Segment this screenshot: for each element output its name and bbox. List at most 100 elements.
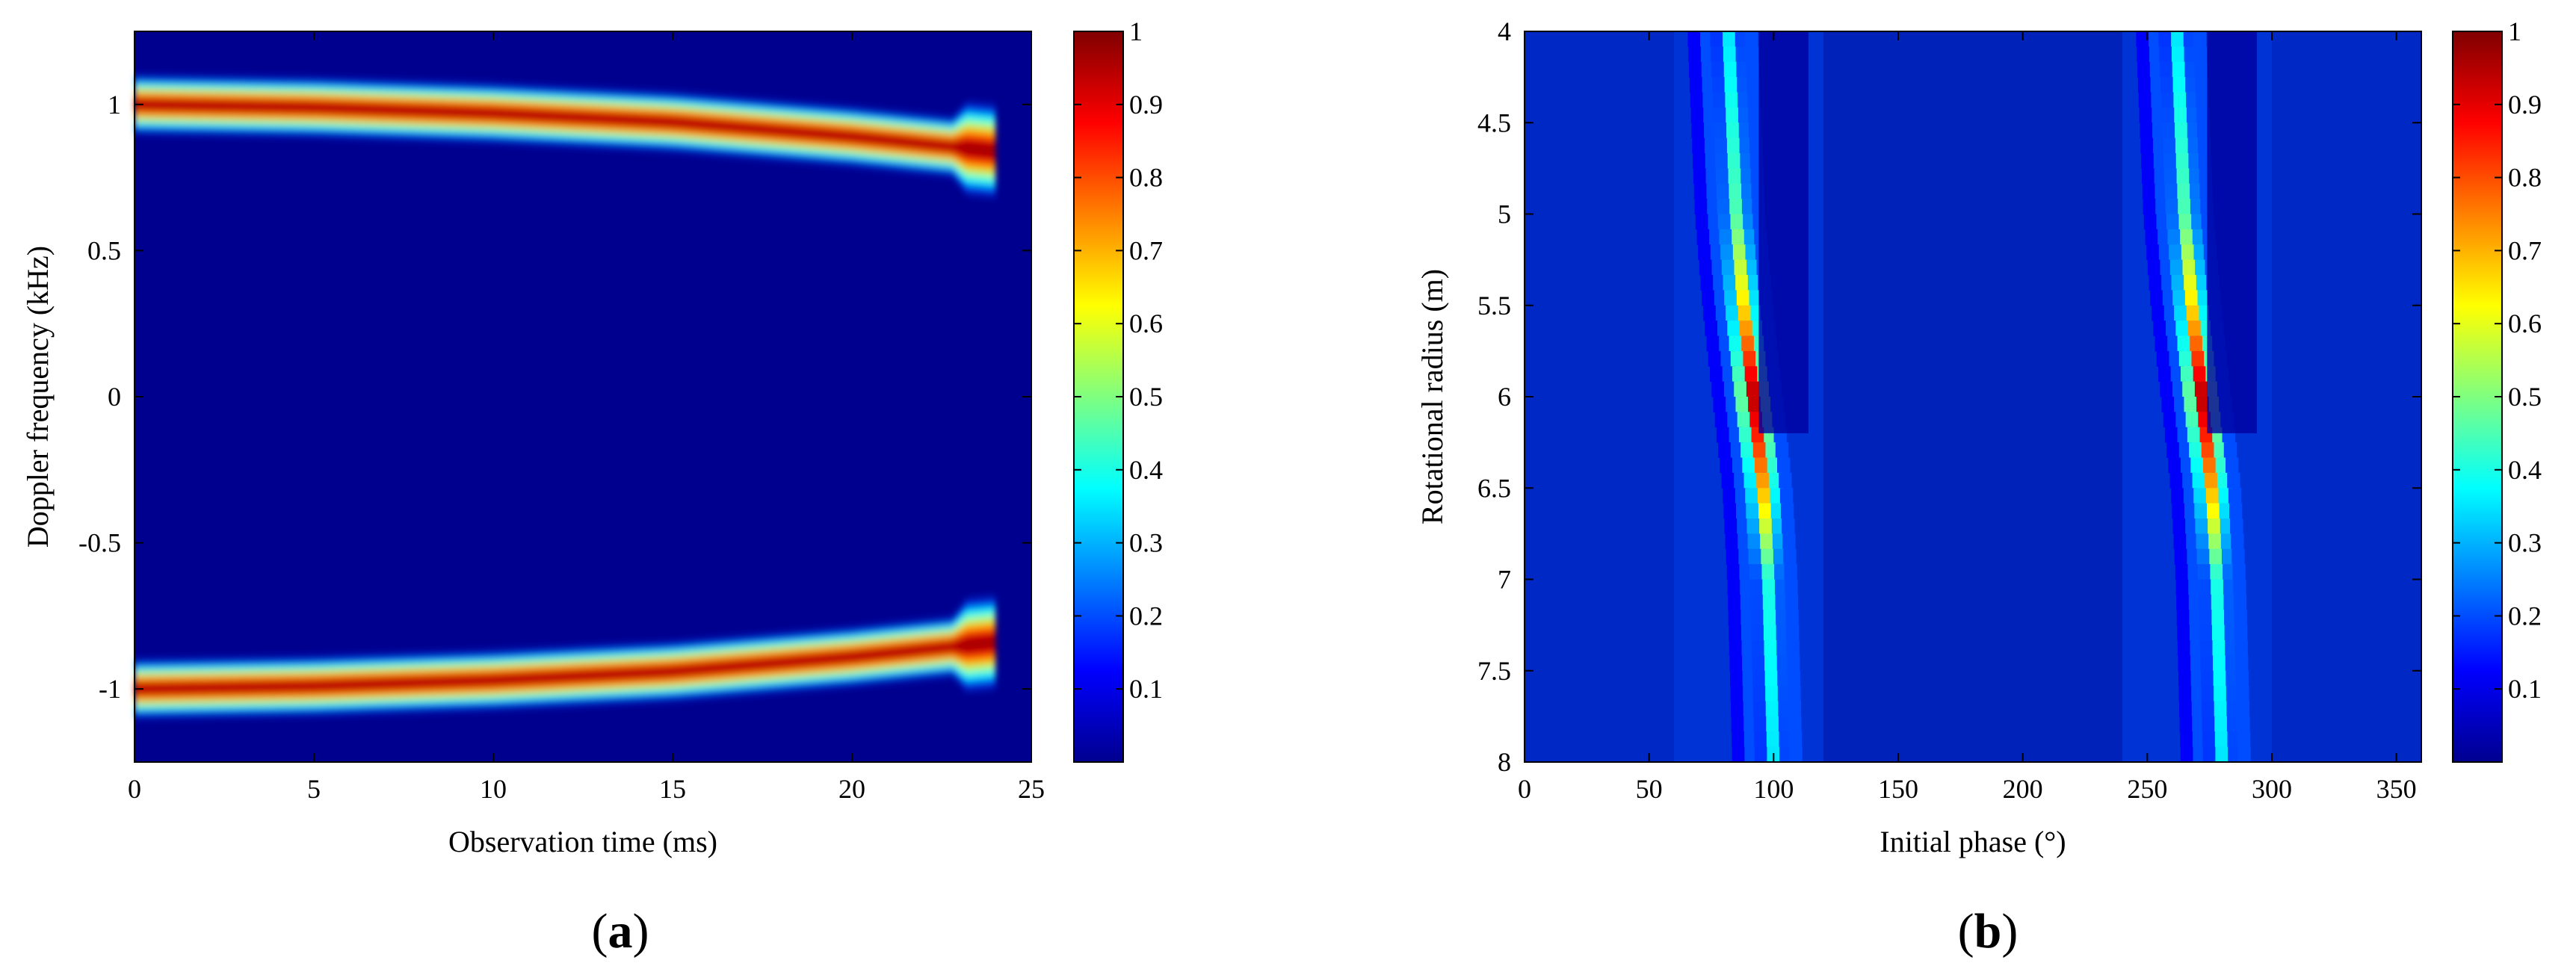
panel-b-cell	[2169, 472, 2183, 489]
panel-b-cell	[2237, 746, 2251, 763]
panel-b-cell	[1735, 488, 1749, 504]
panel-b-cell	[1728, 168, 1741, 185]
panel-b-cell	[1747, 275, 1761, 291]
panel-b-cell	[1738, 107, 1752, 123]
panel-b-cell	[1707, 199, 1720, 214]
panel-b-cell	[2208, 533, 2222, 550]
panel-b-ytick-label: 7.5	[1477, 656, 1511, 686]
panel-b-ridge-1	[1687, 31, 1809, 763]
panel-b-cell	[1725, 92, 1738, 108]
panel-b-cell	[1723, 275, 1736, 291]
panel-b-cell	[2201, 442, 2215, 458]
panel-b-cell	[1761, 548, 1774, 565]
panel-b-cell	[1776, 655, 1791, 672]
panel-b-ridges	[1525, 31, 2421, 763]
panel-b-cell	[1779, 472, 1792, 489]
panel-b-cell	[1730, 686, 1743, 702]
panel-b-cell	[2158, 229, 2171, 245]
panel-b-cell	[1705, 168, 1719, 185]
panel-b-cell	[1690, 92, 1704, 108]
panel-b-cell	[1711, 61, 1725, 78]
panel-b-cell	[2178, 655, 2191, 672]
panel-b-cell	[1785, 610, 1799, 626]
panel-b-cell	[2178, 442, 2193, 458]
panel-b-cell	[2181, 457, 2194, 474]
panel-b-cell	[1745, 244, 1758, 261]
panel-a-ytick-label: 1	[108, 90, 121, 120]
panel-b-cell	[1741, 442, 1754, 458]
panel-b-cell	[1732, 366, 1746, 383]
panel-b-cell	[1708, 350, 1722, 367]
panel-b-cell	[2228, 488, 2242, 504]
panel-a-ytick-label: 0.5	[87, 235, 121, 265]
panel-b-cell	[1775, 442, 1789, 458]
panel-b-cell	[1788, 701, 1802, 717]
panel-b-cell	[2149, 46, 2163, 63]
panel-b-cell	[1711, 259, 1725, 276]
panel-b-cell	[2166, 214, 2180, 230]
panel-b-cell	[2190, 335, 2203, 352]
panel-b-cell	[1782, 518, 1795, 534]
panel-b-cell	[2199, 625, 2213, 641]
panel-b-cell	[1722, 366, 1735, 383]
panel-b-cell	[1693, 183, 1708, 199]
panel-b-cell	[2152, 107, 2165, 123]
panel-b-cell	[2226, 670, 2239, 687]
panel-b-cell	[1701, 61, 1715, 78]
panel-b-xtick-label: 0	[1518, 774, 1531, 804]
panel-b-cell	[2188, 321, 2202, 336]
panel-a-axes: 0 5 10 15 20 25 -1 -0.5 0 0.5 1	[78, 31, 1045, 804]
panel-b-cell	[2197, 123, 2211, 139]
panel-b-cell	[1713, 107, 1726, 123]
panel-b-cbar-tick-label: 0.2	[2508, 601, 2542, 631]
panel-b-cell	[1788, 716, 1802, 732]
panel-b-cell	[1785, 625, 1800, 641]
panel-a-xtick-label: 0	[128, 774, 141, 804]
panel-b-cell	[2174, 305, 2187, 321]
panel-a-ytick-label: -0.5	[78, 528, 121, 558]
panel-b-cell	[2137, 46, 2150, 63]
panel-b-cell	[2159, 46, 2172, 63]
panel-b-cell	[1774, 579, 1788, 595]
panel-b-cell	[2192, 731, 2206, 748]
panel-b-cell	[2187, 548, 2200, 565]
panel-a-xtick-label: 20	[838, 774, 865, 804]
panel-b-cell	[2177, 427, 2190, 443]
panel-b-cell	[2191, 686, 2205, 702]
panel-b-cell	[1745, 31, 1758, 47]
panel-b-cell	[2163, 153, 2177, 169]
panel-b-cell	[1726, 123, 1740, 139]
panel-b-cbar-tick-label: 0.6	[2508, 309, 2542, 338]
panel-b-cell	[1728, 610, 1742, 626]
panel-b-cell	[1751, 625, 1764, 641]
panel-b-cell	[1689, 61, 1702, 78]
panel-b-cell	[2184, 397, 2197, 412]
panel-b-cell	[1762, 594, 1776, 610]
panel-b-cell	[1744, 366, 1758, 383]
panel-b-cell	[2231, 533, 2244, 550]
panel-b-cell	[1724, 290, 1738, 306]
panel-b-cell	[1723, 381, 1738, 397]
panel-b-cell	[1725, 533, 1738, 550]
panel-b-cell	[2199, 610, 2213, 626]
panel-b-cell	[2235, 670, 2249, 687]
panel-b-cell	[2137, 77, 2152, 93]
panel-b-ytick-label: 4.5	[1477, 108, 1511, 137]
panel-b-cell	[1749, 579, 1763, 595]
panel-b-ylabel: Rotational radius (m)	[1415, 269, 1449, 524]
panel-b-cell	[2191, 214, 2205, 230]
panel-b-cell	[2205, 472, 2218, 489]
panel-b-cell	[2237, 731, 2251, 748]
panel-a-cbar-tick-label: 0.6	[1129, 309, 1163, 338]
panel-b-cell	[1774, 564, 1788, 580]
panel-b-cell	[1710, 366, 1723, 383]
panel-b-cell	[2223, 594, 2237, 610]
panel-b-cell	[1775, 594, 1788, 610]
panel-b-cell	[1715, 168, 1729, 185]
panel-b-cell	[1739, 137, 1752, 154]
panel-b-cell	[2185, 412, 2199, 428]
panel-b-cell	[1693, 153, 1706, 169]
panel-b-cell	[2199, 640, 2214, 656]
panel-b-cell	[2218, 488, 2231, 504]
panel-b-cell	[1783, 548, 1797, 565]
